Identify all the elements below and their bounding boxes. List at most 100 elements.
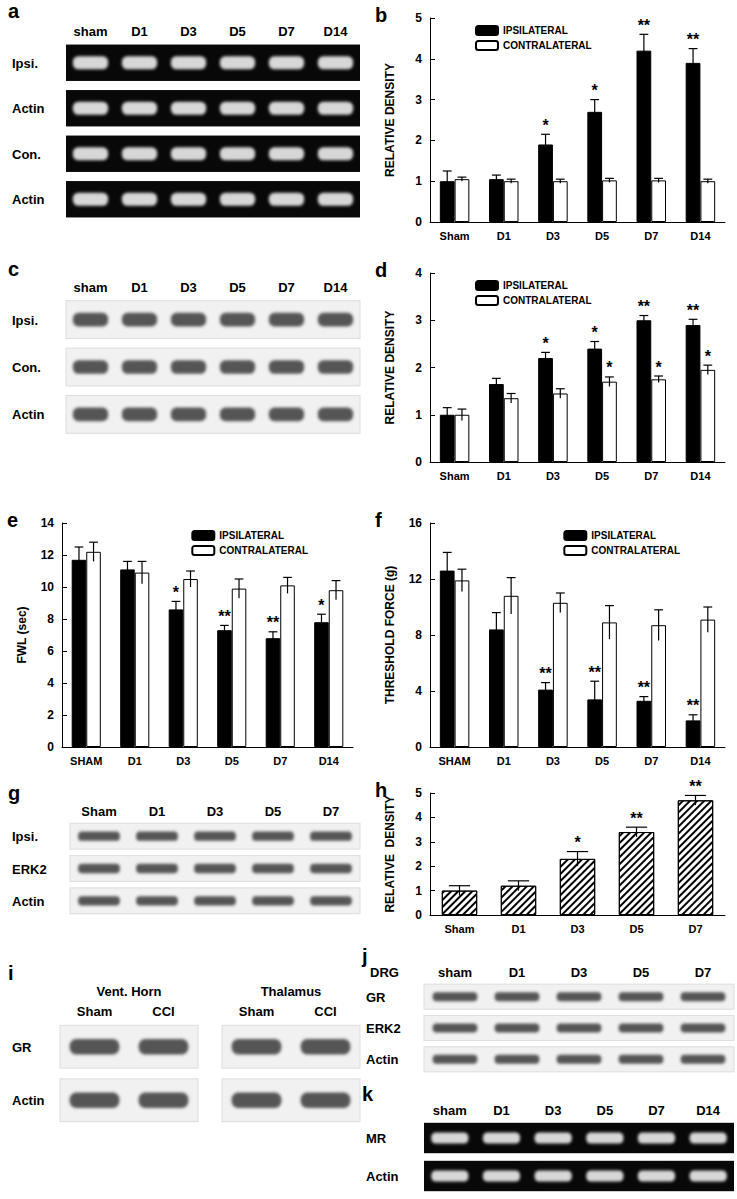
svg-text:Actin: Actin bbox=[12, 101, 45, 116]
svg-text:D7: D7 bbox=[278, 280, 295, 295]
svg-text:D3: D3 bbox=[180, 24, 197, 39]
svg-text:CONTRALATERAL: CONTRALATERAL bbox=[591, 545, 680, 556]
svg-text:h: h bbox=[375, 779, 387, 801]
svg-text:D1: D1 bbox=[128, 755, 142, 767]
svg-text:**: ** bbox=[687, 697, 700, 714]
svg-text:sham: sham bbox=[74, 24, 108, 39]
svg-text:D7: D7 bbox=[695, 965, 712, 980]
svg-text:ERK2: ERK2 bbox=[12, 862, 47, 877]
svg-text:*: * bbox=[542, 117, 549, 134]
svg-text:Sham: Sham bbox=[239, 1004, 274, 1019]
svg-text:D7: D7 bbox=[644, 755, 658, 767]
svg-text:D7: D7 bbox=[644, 470, 658, 482]
svg-text:Con.: Con. bbox=[12, 360, 41, 375]
svg-text:RELATIVE DENSITY: RELATIVE DENSITY bbox=[383, 795, 397, 912]
svg-text:16: 16 bbox=[409, 516, 423, 530]
svg-text:**: ** bbox=[638, 298, 651, 315]
svg-text:D3: D3 bbox=[570, 923, 584, 935]
svg-text:D3: D3 bbox=[180, 280, 197, 295]
svg-text:f: f bbox=[375, 509, 382, 531]
svg-text:5: 5 bbox=[415, 786, 422, 800]
svg-text:D5: D5 bbox=[265, 804, 282, 819]
svg-text:Con.: Con. bbox=[12, 147, 41, 162]
svg-text:D14: D14 bbox=[690, 470, 711, 482]
svg-text:IPSILATERAL: IPSILATERAL bbox=[591, 530, 656, 541]
svg-text:D1: D1 bbox=[131, 280, 148, 295]
svg-text:1: 1 bbox=[415, 408, 422, 422]
svg-text:a: a bbox=[8, 0, 20, 22]
svg-text:b: b bbox=[375, 4, 387, 26]
svg-text:GR: GR bbox=[366, 990, 386, 1005]
svg-text:j: j bbox=[361, 945, 368, 967]
svg-text:**: ** bbox=[267, 614, 280, 631]
svg-text:*: * bbox=[318, 597, 325, 614]
svg-text:Sham: Sham bbox=[440, 470, 470, 482]
svg-text:d: d bbox=[375, 259, 387, 281]
svg-text:4: 4 bbox=[415, 810, 422, 824]
svg-text:D5: D5 bbox=[595, 230, 609, 242]
svg-text:SHAM: SHAM bbox=[70, 755, 102, 767]
svg-text:ERK2: ERK2 bbox=[366, 1021, 401, 1036]
svg-text:D14: D14 bbox=[319, 755, 340, 767]
svg-text:Actin: Actin bbox=[366, 1169, 399, 1184]
svg-text:D3: D3 bbox=[546, 755, 560, 767]
svg-text:D5: D5 bbox=[633, 965, 650, 980]
svg-text:**: ** bbox=[218, 608, 231, 625]
svg-text:D5: D5 bbox=[629, 923, 643, 935]
svg-text:4: 4 bbox=[415, 52, 422, 66]
svg-text:1: 1 bbox=[415, 884, 422, 898]
svg-text:D7: D7 bbox=[648, 1103, 665, 1118]
svg-text:Actin: Actin bbox=[12, 894, 45, 909]
svg-text:D14: D14 bbox=[324, 24, 349, 39]
svg-text:D1: D1 bbox=[497, 755, 511, 767]
svg-text:D5: D5 bbox=[229, 280, 246, 295]
svg-text:D14: D14 bbox=[690, 755, 711, 767]
svg-text:D3: D3 bbox=[545, 1103, 562, 1118]
svg-text:sham: sham bbox=[438, 965, 472, 980]
svg-text:D5: D5 bbox=[597, 1103, 614, 1118]
svg-text:14: 14 bbox=[41, 516, 55, 530]
svg-text:FWL (sec): FWL (sec) bbox=[15, 606, 29, 663]
svg-text:D1: D1 bbox=[497, 470, 511, 482]
svg-text:D14: D14 bbox=[690, 230, 711, 242]
svg-text:0: 0 bbox=[47, 740, 54, 754]
svg-text:D14: D14 bbox=[696, 1103, 721, 1118]
svg-text:D1: D1 bbox=[511, 923, 525, 935]
svg-text:THRESHOLD FORCE (g): THRESHOLD FORCE (g) bbox=[383, 566, 397, 705]
svg-text:D7: D7 bbox=[273, 755, 287, 767]
svg-text:5: 5 bbox=[415, 11, 422, 25]
svg-text:D7: D7 bbox=[644, 230, 658, 242]
svg-text:Actin: Actin bbox=[366, 1052, 399, 1067]
svg-text:3: 3 bbox=[415, 93, 422, 107]
svg-text:SHAM: SHAM bbox=[438, 755, 470, 767]
svg-text:D7: D7 bbox=[688, 923, 702, 935]
svg-text:IPSILATERAL: IPSILATERAL bbox=[503, 25, 568, 36]
svg-text:D7: D7 bbox=[278, 24, 295, 39]
svg-text:Actin: Actin bbox=[12, 407, 45, 422]
svg-text:D5: D5 bbox=[229, 24, 246, 39]
svg-text:D5: D5 bbox=[595, 470, 609, 482]
svg-text:RELATIVE DENSITY: RELATIVE DENSITY bbox=[383, 311, 397, 425]
svg-text:Ipsi.: Ipsi. bbox=[12, 829, 38, 844]
svg-text:IPSILATERAL: IPSILATERAL bbox=[219, 530, 284, 541]
svg-text:D3: D3 bbox=[571, 965, 588, 980]
svg-text:2: 2 bbox=[47, 708, 54, 722]
svg-text:1: 1 bbox=[415, 174, 422, 188]
svg-text:D3: D3 bbox=[546, 470, 560, 482]
svg-text:*: * bbox=[592, 324, 599, 341]
svg-text:D1: D1 bbox=[509, 965, 526, 980]
svg-text:GR: GR bbox=[12, 1040, 32, 1055]
svg-text:0: 0 bbox=[415, 455, 422, 469]
svg-text:e: e bbox=[7, 509, 18, 531]
svg-text:i: i bbox=[8, 962, 14, 984]
svg-text:3: 3 bbox=[415, 313, 422, 327]
svg-text:0: 0 bbox=[415, 908, 422, 922]
svg-text:*: * bbox=[656, 359, 663, 376]
svg-text:Ipsi.: Ipsi. bbox=[12, 56, 38, 71]
svg-text:6: 6 bbox=[47, 644, 54, 658]
svg-text:8: 8 bbox=[415, 628, 422, 642]
svg-text:*: * bbox=[705, 348, 712, 365]
svg-text:k: k bbox=[362, 1083, 374, 1105]
svg-text:**: ** bbox=[638, 679, 651, 696]
svg-text:D1: D1 bbox=[497, 230, 511, 242]
